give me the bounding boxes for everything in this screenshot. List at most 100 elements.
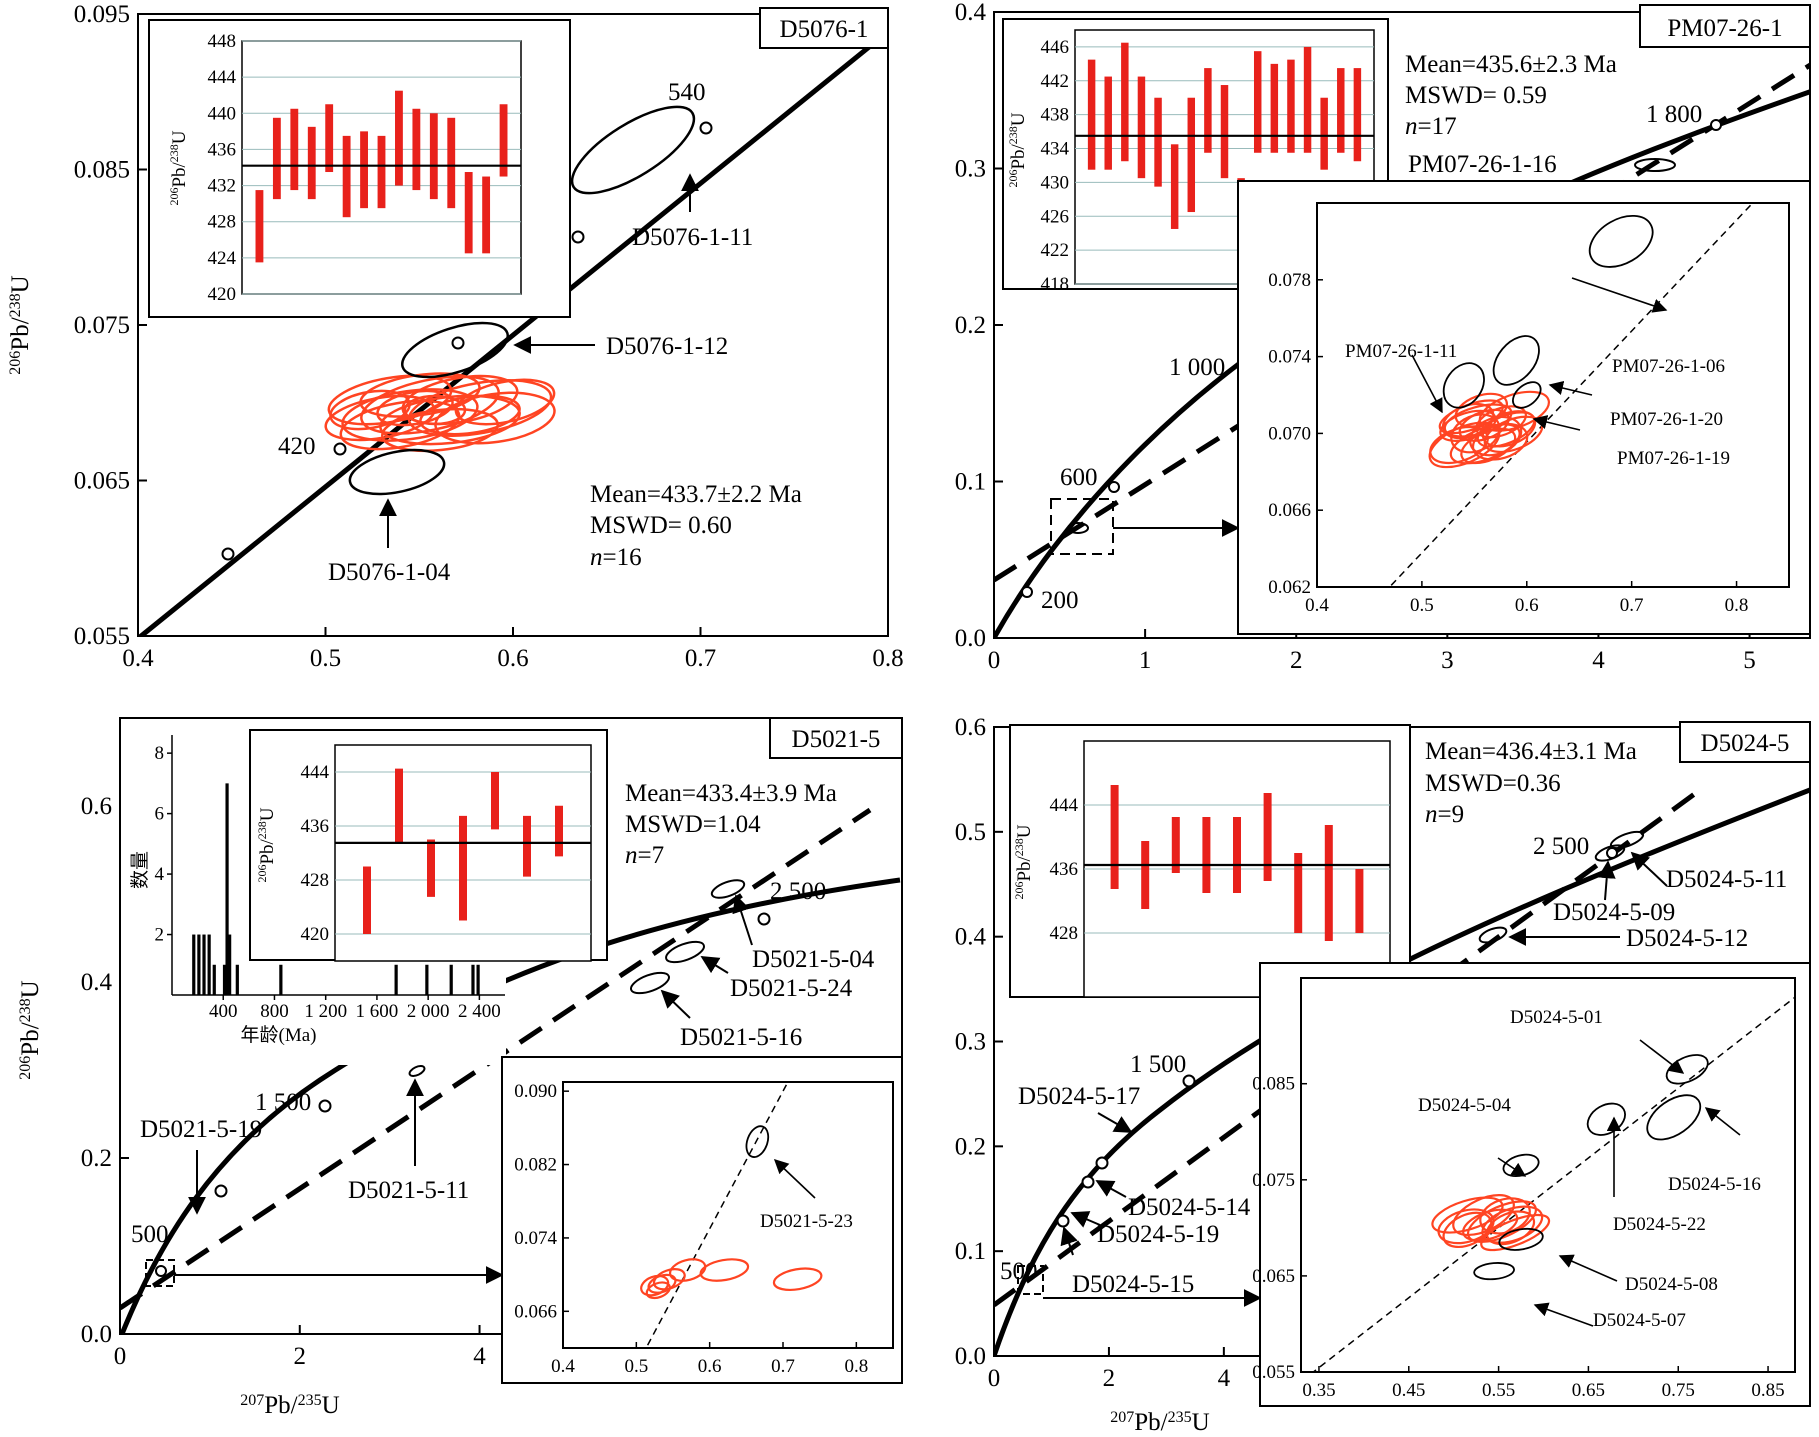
histogram-bar [197,934,201,995]
y-tick-label: 0.055 [74,623,130,650]
callout-d5024-5-12: D5024-5-12 [1508,925,1748,952]
error-bar [1087,59,1096,170]
error-bar [427,839,435,897]
sample-title-box: D5021-5 [769,717,903,759]
callout-arrow [1639,1039,1685,1074]
error-bar [429,113,438,200]
analysis-ellipse [1480,1213,1551,1252]
age-marker [0,0,4,4]
analysis-ellipse [745,1125,770,1158]
y-tick-label: 0.3 [955,1029,986,1056]
zoom-y-tick-label: 0.066 [1268,500,1311,521]
hist-x-label: 年龄(Ma) [241,1024,317,1046]
analysis-ellipse [1473,1262,1515,1281]
svg-text:D5024-5-09: D5024-5-09 [1553,899,1675,926]
age-marker [0,0,4,4]
callout-arrow [1532,415,1581,431]
svg-text:500: 500 [1000,1258,1038,1285]
error-bar [360,131,368,209]
y-axis-label: 206Pb/238U [7,275,35,374]
callout-label: PM07-26-1-06 [1612,356,1725,377]
age-marker [0,0,4,4]
y-tick-label: 0.065 [74,468,130,495]
age-marker [0,0,4,4]
zoom-x-tick-label: 0.4 [551,1356,575,1377]
svg-text:540: 540 [668,79,706,106]
panel-d5076-1: 0.4 0.5 0.6 0.7 0.8 0.055 0.065 0.075 0.085 0.095… [7,1,904,672]
callout-label: PM07-26-1-19 [1617,448,1730,469]
inset-y-tick-label: 422 [1041,240,1070,261]
svg-text:Mean=433.7±2.2 Ma: Mean=433.7±2.2 Ma [590,481,802,508]
error-bar [1121,42,1129,162]
age-marker [0,0,4,4]
callout-arrow [1411,354,1443,414]
analysis-ellipse [668,1258,707,1282]
axis-ticks: 0 2 4 0.0 0.1 0.2 0.3 0.4 0.5 0.6 [955,714,1231,1392]
x-tick-label: 4 [1218,1365,1231,1392]
inset-y-tick-label: 428 [1050,923,1079,944]
x-tick-label: 0.5 [310,645,341,672]
callout-label: D5024-5-04 [1418,1095,1511,1116]
callout-label: D5024-5-16 [1668,1174,1761,1195]
inset-y-tick-label: 428 [301,870,330,891]
callout-pm07-26-1-16: PM07-26-1-16 [1408,151,1557,178]
svg-text:1 500: 1 500 [255,1089,311,1116]
zoom-x-tick-label: 0.7 [771,1356,795,1377]
analysis-ellipse [772,1267,823,1292]
inset-y-tick-label: 430 [1041,172,1070,193]
callout-arrow [1497,1157,1527,1177]
histogram-bar [225,783,229,995]
age-marker [0,0,4,4]
error-bar [464,172,473,254]
y-tick-label: 0.2 [955,1133,986,1160]
callout-d5021-5-24: D5021-5-24 [700,956,853,1002]
age-label: 2 500 [1533,833,1589,860]
callout-d5024-5-19: D5024-5-19 [1070,1211,1219,1248]
hist-x-tick-label: 1 200 [304,1001,347,1022]
callout-label: PM07-26-1-20 [1610,409,1723,430]
svg-text:1 500: 1 500 [1130,1051,1186,1078]
concordia-age-markers [155,912,771,1277]
zoom-y-tick-label: 0.070 [1268,423,1311,444]
histogram-bar [279,964,283,995]
inset-y-tick-label: 424 [208,248,237,269]
x-tick-label: 4 [473,1343,486,1370]
zoom-x-tick-label: 0.45 [1392,1380,1425,1401]
y-axis-label: 206Pb/238U [17,980,45,1079]
hist-x-tick-label: 1 600 [356,1001,399,1022]
age-marker [0,0,4,4]
x-tick-label: 1 [1139,647,1152,674]
inset-y-tick-label: 444 [1050,795,1079,816]
histogram-bar [476,964,480,995]
error-bar [1303,46,1312,153]
svg-text:Mean=436.4±3.1 Ma: Mean=436.4±3.1 Ma [1425,738,1637,765]
zoom-box [1050,498,1114,555]
callout-d5024-5-09: D5024-5-09 [1553,860,1675,926]
age-label: 2 500 [770,878,826,905]
analysis-ellipse [1485,1210,1536,1246]
error-bar [523,815,531,877]
age-marker [0,0,4,4]
inset-y-tick-label: 446 [1041,37,1070,58]
histogram-bar [228,934,232,995]
analysis-ellipse [1452,1194,1515,1237]
analysis-ellipse [640,1274,670,1297]
inset-y-tick-label: 440 [208,103,237,124]
svg-text:Mean=435.6±2.3 Ma: Mean=435.6±2.3 Ma [1405,51,1617,78]
x-tick-label: 0.4 [122,645,154,672]
error-bar [1137,76,1146,179]
discordia-line [1312,996,1795,1372]
zoom-x-tick-label: 0.65 [1572,1380,1605,1401]
zoom-x-tick-label: 0.6 [698,1356,722,1377]
y-tick-label: 0.095 [74,1,130,28]
concordia-age-markers [1056,847,1618,1228]
zoom-y-tick-label: 0.075 [1252,1170,1295,1191]
inset-y-tick-label: 436 [208,139,237,160]
svg-text:D5024-5-14: D5024-5-14 [1128,1194,1251,1221]
error-bar [342,135,351,218]
zoom-x-tick-label: 0.5 [624,1356,648,1377]
x-tick-label: 5 [1743,647,1756,674]
hist-x-tick-label: 800 [260,1001,289,1022]
svg-text:D5076-1-11: D5076-1-11 [632,224,753,251]
